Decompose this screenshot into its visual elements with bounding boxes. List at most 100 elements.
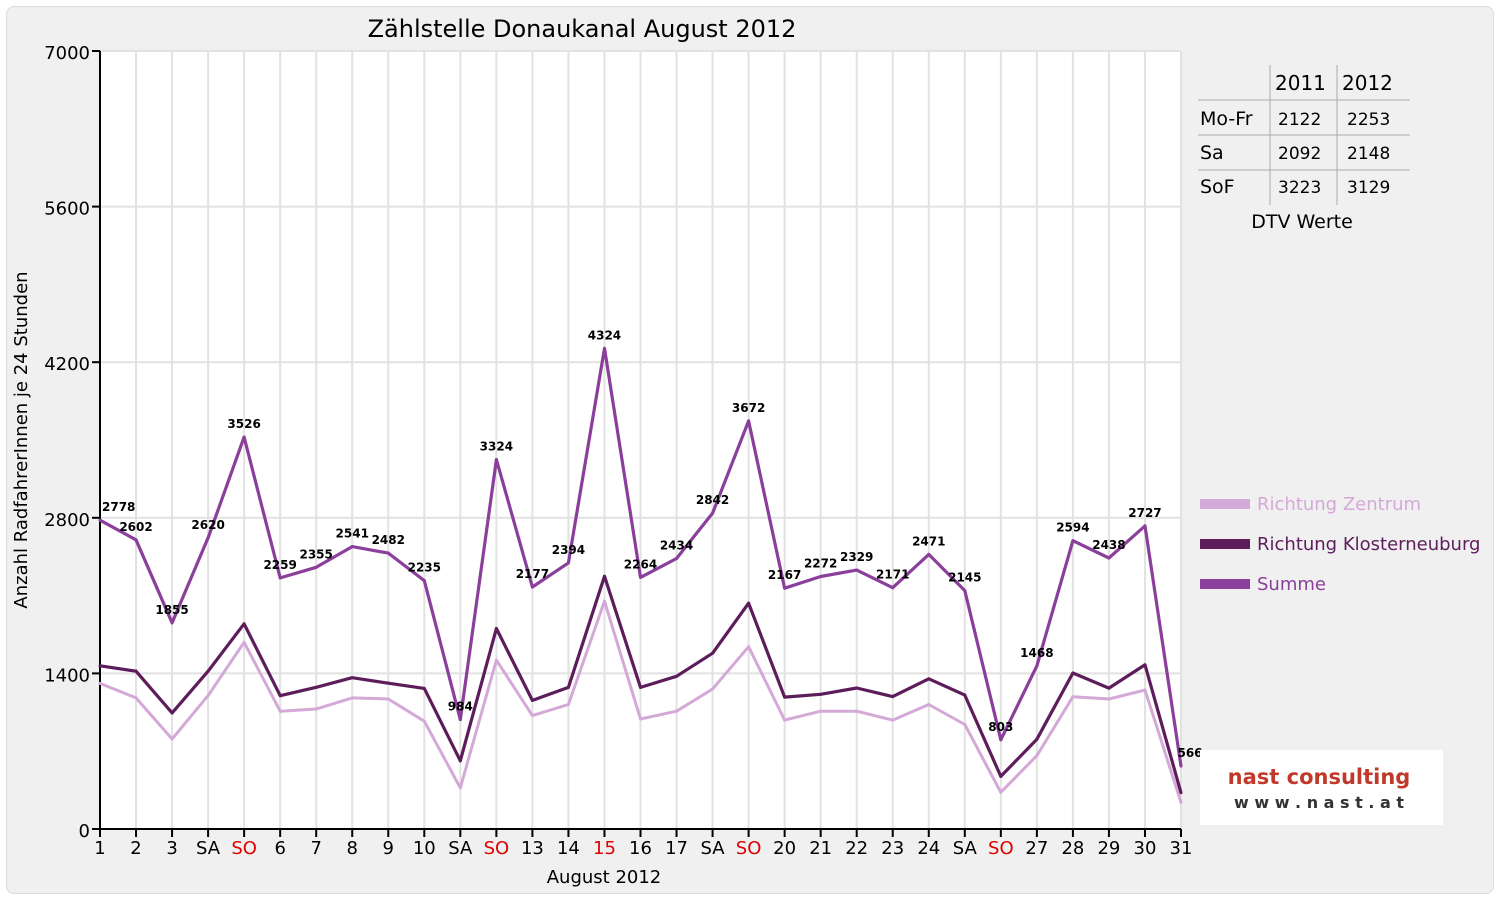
data-point [602, 346, 606, 350]
data-point [422, 719, 426, 723]
data-point [819, 692, 823, 696]
x-tick-label: 23 [881, 838, 904, 859]
data-point [891, 718, 895, 722]
x-tick-label: SO [988, 838, 1014, 859]
data-label: 3672 [732, 401, 765, 415]
data-label: 3526 [227, 417, 260, 431]
data-point [242, 622, 246, 626]
legend-label: Richtung Klosterneuburg [1257, 534, 1480, 555]
data-label: 2272 [804, 556, 837, 570]
x-tick-label: SA [196, 838, 221, 859]
data-label: 2394 [552, 543, 585, 557]
data-point [278, 576, 282, 580]
legend-label: Richtung Zentrum [1257, 494, 1421, 515]
table-row-label: Mo-Fr [1200, 108, 1253, 130]
data-point [855, 709, 859, 713]
chart-title: Zählstelle Donaukanal August 2012 [368, 15, 797, 43]
data-point [891, 695, 895, 699]
data-point [458, 759, 462, 763]
logo-background [1200, 750, 1443, 825]
x-tick-label: 7 [310, 838, 321, 859]
data-point [819, 709, 823, 713]
data-point [206, 694, 210, 698]
table-caption: DTV Werte [1251, 211, 1353, 233]
data-point [458, 786, 462, 790]
data-point [566, 685, 570, 689]
data-point [1071, 539, 1075, 543]
data-point [134, 696, 138, 700]
data-point [783, 718, 787, 722]
table-cell-2011: 2092 [1278, 144, 1321, 164]
data-point [855, 686, 859, 690]
data-label: 2235 [408, 561, 441, 575]
data-point [386, 681, 390, 685]
x-tick-label: 15 [593, 838, 616, 859]
logo-url: w w w . n a s t . a t [1234, 793, 1404, 812]
data-label: 2620 [191, 518, 224, 532]
data-point [1035, 664, 1039, 668]
data-label: 2778 [102, 500, 135, 514]
table-header-2012: 2012 [1342, 71, 1393, 95]
data-point [747, 645, 751, 649]
data-point [530, 714, 534, 718]
data-label: 2167 [768, 568, 801, 582]
y-tick-label: 1400 [44, 665, 90, 686]
table-row-label: SoF [1200, 176, 1235, 198]
data-label: 3324 [480, 440, 513, 454]
x-tick-label: 3 [166, 838, 177, 859]
data-label: 803 [988, 720, 1013, 734]
data-point [639, 685, 642, 689]
x-tick-label: 6 [274, 838, 285, 859]
legend-swatch [1200, 579, 1250, 589]
data-point [963, 589, 967, 593]
x-tick-label: 28 [1061, 838, 1084, 859]
data-point [1179, 791, 1183, 795]
data-point [494, 658, 498, 662]
x-tick-label: 24 [917, 838, 940, 859]
data-point [494, 626, 498, 630]
x-tick-label: 20 [773, 838, 796, 859]
data-point [170, 737, 174, 741]
data-point [963, 723, 967, 727]
data-label: 2602 [119, 520, 152, 534]
data-point [1035, 754, 1039, 758]
logo-brand: nast consulting [1228, 765, 1411, 789]
x-tick-label: 13 [521, 838, 544, 859]
x-tick-label: 1 [94, 838, 105, 859]
data-label: 2259 [263, 558, 296, 572]
x-tick-label: 29 [1097, 838, 1120, 859]
data-point [494, 458, 498, 462]
x-tick-label: 9 [383, 838, 394, 859]
data-point [711, 651, 715, 655]
data-label: 2145 [948, 571, 981, 585]
data-label: 566 [1177, 746, 1202, 760]
data-point [314, 707, 318, 711]
data-point [1179, 800, 1183, 804]
x-tick-label: 27 [1025, 838, 1048, 859]
data-point [134, 538, 138, 542]
data-point [206, 536, 210, 540]
data-label: 2264 [624, 557, 657, 571]
legend-swatch [1200, 539, 1250, 549]
data-label: 1468 [1020, 646, 1053, 660]
data-label: 4324 [588, 328, 621, 342]
data-point [314, 685, 318, 689]
data-point [1143, 524, 1147, 528]
data-point [927, 677, 931, 681]
data-point [639, 575, 642, 579]
data-point [1071, 671, 1075, 675]
data-point [855, 568, 859, 572]
x-tick-label: 10 [413, 838, 436, 859]
y-tick-label: 5600 [44, 199, 90, 220]
data-label: 2727 [1128, 506, 1161, 520]
data-label: 984 [448, 700, 473, 714]
table-header-2011: 2011 [1275, 71, 1326, 95]
data-point [1179, 764, 1183, 768]
x-axis-label: August 2012 [547, 867, 662, 888]
data-point [422, 686, 426, 690]
data-point [566, 703, 570, 707]
data-point [530, 585, 534, 589]
data-point [999, 774, 1003, 778]
data-point [783, 695, 787, 699]
data-point [98, 518, 102, 522]
